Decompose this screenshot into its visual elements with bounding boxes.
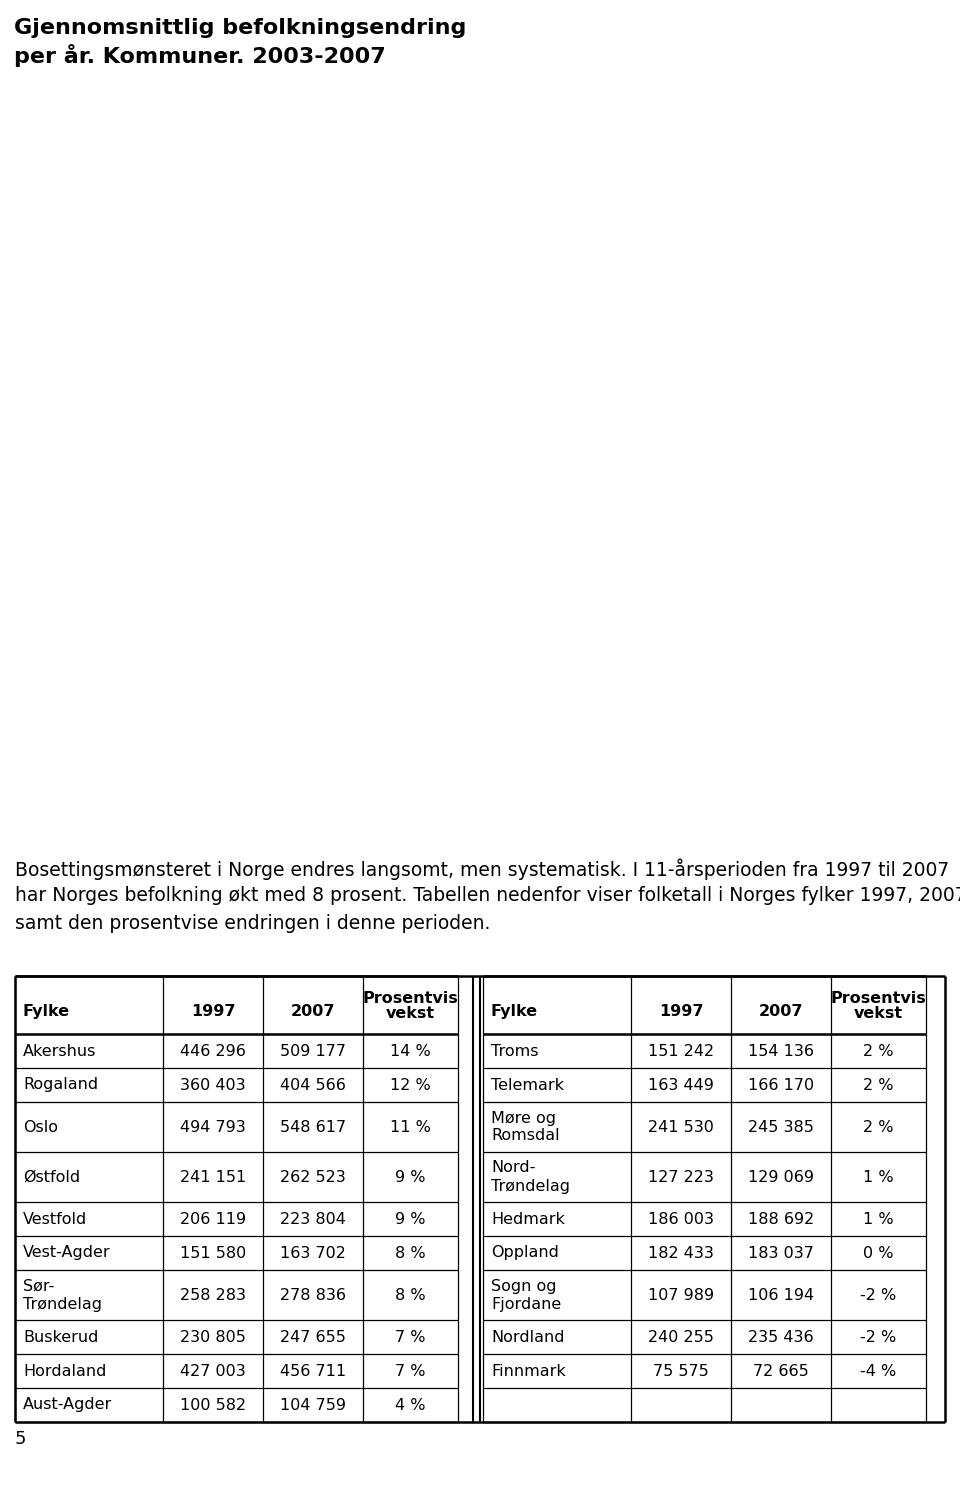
Text: 9 %: 9 % [396,1211,425,1226]
Text: 206 119: 206 119 [180,1211,246,1226]
Text: Aust-Agder: Aust-Agder [23,1397,112,1413]
Text: 241 151: 241 151 [180,1169,246,1184]
Text: -2 %: -2 % [860,1330,897,1345]
Text: Hordaland: Hordaland [23,1364,107,1379]
Text: 245 385: 245 385 [748,1119,814,1134]
Text: 2 %: 2 % [863,1119,894,1134]
Text: 186 003: 186 003 [648,1211,714,1226]
Text: Møre og: Møre og [491,1110,556,1125]
Text: 235 436: 235 436 [748,1330,814,1345]
Text: 104 759: 104 759 [280,1397,346,1413]
Text: 278 836: 278 836 [280,1287,346,1303]
Text: Romsdal: Romsdal [491,1128,560,1144]
Text: 494 793: 494 793 [180,1119,246,1134]
Text: vekst: vekst [854,1006,903,1021]
Text: 106 194: 106 194 [748,1287,814,1303]
Text: 12 %: 12 % [390,1077,431,1092]
Text: 11 %: 11 % [390,1119,431,1134]
Text: 427 003: 427 003 [180,1364,246,1379]
Text: Fylke: Fylke [491,1005,539,1019]
Text: Telemark: Telemark [491,1077,564,1092]
Text: 154 136: 154 136 [748,1043,814,1058]
Text: 240 255: 240 255 [648,1330,714,1345]
Text: 360 403: 360 403 [180,1077,246,1092]
Text: 1997: 1997 [191,1005,235,1019]
Text: 2 %: 2 % [863,1043,894,1058]
Text: Troms: Troms [491,1043,539,1058]
Text: Prosentvis: Prosentvis [830,991,926,1006]
Text: Nord-: Nord- [491,1161,536,1175]
Text: 456 711: 456 711 [280,1364,346,1379]
Text: 107 989: 107 989 [648,1287,714,1303]
Text: samt den prosentvise endringen i denne perioden.: samt den prosentvise endringen i denne p… [15,914,491,933]
Text: Fylke: Fylke [23,1005,70,1019]
Text: 0 %: 0 % [863,1245,894,1260]
Text: Hedmark: Hedmark [491,1211,564,1226]
Text: 8 %: 8 % [396,1245,426,1260]
Text: 404 566: 404 566 [280,1077,346,1092]
Text: 241 530: 241 530 [648,1119,714,1134]
Text: Sogn og: Sogn og [491,1278,557,1293]
Text: 2007: 2007 [291,1005,335,1019]
Text: Rogaland: Rogaland [23,1077,98,1092]
Text: 230 805: 230 805 [180,1330,246,1345]
Text: 4 %: 4 % [396,1397,425,1413]
Text: 2007: 2007 [758,1005,804,1019]
Text: Oslo: Oslo [23,1119,58,1134]
Text: 446 296: 446 296 [180,1043,246,1058]
Text: 100 582: 100 582 [180,1397,246,1413]
Text: Trøndelag: Trøndelag [491,1178,570,1193]
Text: 163 702: 163 702 [280,1245,346,1260]
Text: 1997: 1997 [659,1005,704,1019]
Text: per år. Kommuner. 2003-2007: per år. Kommuner. 2003-2007 [14,45,386,67]
Text: 72 665: 72 665 [754,1364,809,1379]
Text: Vest-Agder: Vest-Agder [23,1245,110,1260]
Text: 163 449: 163 449 [648,1077,714,1092]
Text: 7 %: 7 % [396,1364,425,1379]
Text: 151 580: 151 580 [180,1245,246,1260]
Text: 548 617: 548 617 [280,1119,346,1134]
Text: 258 283: 258 283 [180,1287,246,1303]
Text: 188 692: 188 692 [748,1211,814,1226]
Text: Nordland: Nordland [491,1330,564,1345]
Text: Trøndelag: Trøndelag [23,1296,102,1312]
Text: 166 170: 166 170 [748,1077,814,1092]
Text: 1 %: 1 % [863,1211,894,1226]
Text: vekst: vekst [386,1006,435,1021]
Text: -2 %: -2 % [860,1287,897,1303]
Text: 223 804: 223 804 [280,1211,346,1226]
Text: 247 655: 247 655 [280,1330,346,1345]
Text: 9 %: 9 % [396,1169,425,1184]
Text: Oppland: Oppland [491,1245,559,1260]
Text: 5: 5 [15,1430,27,1447]
Text: 1 %: 1 % [863,1169,894,1184]
Text: har Norges befolkning økt med 8 prosent. Tabellen nedenfor viser folketall i Nor: har Norges befolkning økt med 8 prosent.… [15,886,960,905]
Text: 183 037: 183 037 [748,1245,814,1260]
Text: Buskerud: Buskerud [23,1330,98,1345]
Text: Gjennomsnittlig befolkningsendring: Gjennomsnittlig befolkningsendring [14,18,467,39]
Text: Akershus: Akershus [23,1043,96,1058]
Text: Østfold: Østfold [23,1169,80,1184]
Text: 7 %: 7 % [396,1330,425,1345]
Text: Prosentvis: Prosentvis [363,991,458,1006]
Text: 8 %: 8 % [396,1287,426,1303]
Text: -4 %: -4 % [860,1364,897,1379]
Text: Vestfold: Vestfold [23,1211,87,1226]
Text: Finnmark: Finnmark [491,1364,565,1379]
Text: 14 %: 14 % [390,1043,431,1058]
Text: Sør-: Sør- [23,1278,55,1293]
Text: 2 %: 2 % [863,1077,894,1092]
Text: 127 223: 127 223 [648,1169,714,1184]
Text: 151 242: 151 242 [648,1043,714,1058]
Text: Bosettingsmønsteret i Norge endres langsomt, men systematisk. I 11-årsperioden f: Bosettingsmønsteret i Norge endres langs… [15,857,949,880]
Text: 75 575: 75 575 [653,1364,708,1379]
Text: 182 433: 182 433 [648,1245,714,1260]
Text: 509 177: 509 177 [280,1043,346,1058]
Text: 129 069: 129 069 [748,1169,814,1184]
Text: 262 523: 262 523 [280,1169,346,1184]
Text: Fjordane: Fjordane [491,1296,562,1312]
